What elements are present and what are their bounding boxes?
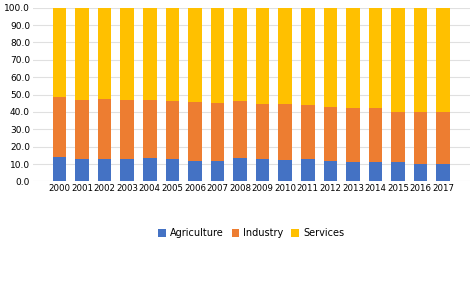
Bar	[278, 8, 292, 104]
Bar	[211, 161, 224, 181]
Bar	[437, 164, 450, 181]
Bar	[98, 8, 111, 99]
Bar	[211, 8, 224, 103]
Bar	[75, 159, 89, 181]
Bar	[256, 8, 269, 104]
Bar	[53, 8, 66, 97]
Bar	[346, 108, 360, 162]
Bar	[324, 107, 337, 161]
Bar	[324, 161, 337, 181]
Bar	[324, 8, 337, 107]
Bar	[391, 8, 405, 112]
Bar	[256, 104, 269, 159]
Bar	[120, 100, 134, 159]
Bar	[143, 158, 156, 181]
Bar	[143, 8, 156, 100]
Bar	[188, 102, 201, 161]
Bar	[143, 100, 156, 158]
Bar	[233, 101, 247, 158]
Bar	[165, 8, 179, 100]
Bar	[120, 8, 134, 100]
Bar	[75, 100, 89, 159]
Bar	[301, 105, 315, 159]
Bar	[346, 162, 360, 181]
Bar	[278, 104, 292, 160]
Bar	[98, 159, 111, 181]
Bar	[233, 158, 247, 181]
Bar	[233, 8, 247, 101]
Bar	[437, 8, 450, 112]
Bar	[437, 112, 450, 164]
Bar	[346, 8, 360, 108]
Bar	[165, 159, 179, 181]
Bar	[391, 162, 405, 181]
Bar	[53, 97, 66, 157]
Bar	[256, 159, 269, 181]
Bar	[165, 100, 179, 159]
Bar	[278, 160, 292, 181]
Legend: Agriculture, Industry, Services: Agriculture, Industry, Services	[155, 224, 348, 242]
Bar	[414, 112, 428, 164]
Bar	[301, 8, 315, 105]
Bar	[414, 8, 428, 112]
Bar	[53, 157, 66, 181]
Bar	[98, 99, 111, 159]
Bar	[120, 159, 134, 181]
Bar	[369, 8, 382, 108]
Bar	[369, 162, 382, 181]
Bar	[369, 108, 382, 162]
Bar	[211, 103, 224, 161]
Bar	[391, 112, 405, 162]
Bar	[188, 8, 201, 102]
Bar	[301, 159, 315, 181]
Bar	[414, 164, 428, 181]
Bar	[188, 161, 201, 181]
Bar	[75, 8, 89, 100]
